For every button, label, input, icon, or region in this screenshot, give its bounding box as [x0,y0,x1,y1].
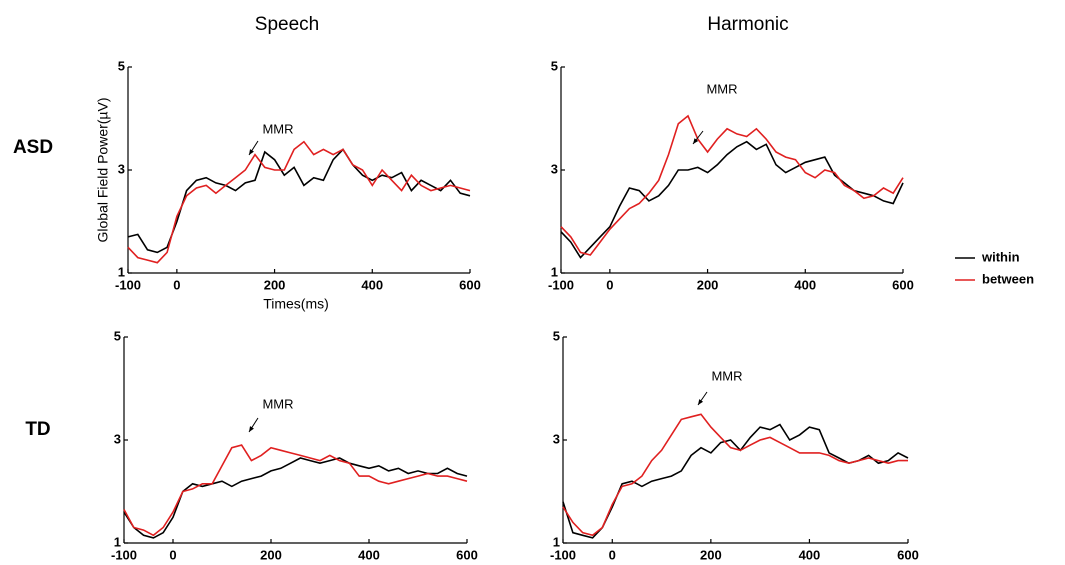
annotation: MMR [711,368,742,383]
annotation: MMR [262,396,293,411]
annotation-arrowhead [249,426,254,432]
x-tick-label: 400 [799,547,821,562]
legend-label: within [981,249,1020,264]
x-tick-label: 400 [794,277,816,292]
y-tick-label: 3 [553,431,560,446]
y-tick-label: 1 [114,534,121,549]
y-tick-label: 3 [114,431,121,446]
x-tick-label: 600 [459,277,481,292]
y-tick-label: 1 [553,534,560,549]
x-tick-label: 400 [361,277,383,292]
x-tick-label: 600 [456,547,478,562]
x-tick-label: 200 [260,547,282,562]
data-line [123,444,468,537]
y-tick-label: 5 [551,58,558,73]
x-tick-label: -100 [550,547,576,562]
annotation: MMR [706,81,737,96]
x-tick-label: 0 [609,547,616,562]
annotation: MMR [262,121,293,136]
data-line [127,148,471,254]
row-label: ASD [13,137,53,158]
row-label: TD [25,419,50,440]
y-tick-label: 3 [118,161,125,176]
annotation-arrowhead [693,138,699,144]
legend-label: between [982,271,1034,286]
x-tick-label: 200 [700,547,722,562]
x-tick-label: 200 [697,277,719,292]
x-tick-label: 0 [169,547,176,562]
x-tick-label: -100 [111,547,137,562]
y-tick-label: 5 [118,58,125,73]
x-tick-label: -100 [548,277,574,292]
annotation-arrowhead [249,149,254,155]
data-line [562,423,909,539]
y-tick-label: 3 [551,161,558,176]
data-line [127,140,471,264]
y-tick-label: 5 [114,328,121,343]
data-line [560,140,904,259]
x-tick-label: 0 [173,277,180,292]
y-axis-label: Global Field Power(µV) [95,97,111,242]
data-line [562,413,908,537]
data-line [560,114,904,256]
annotation-arrowhead [698,399,704,405]
x-tick-label: 400 [358,547,380,562]
x-tick-label: 600 [897,547,919,562]
x-tick-label: 600 [892,277,914,292]
y-tick-label: 1 [118,264,125,279]
x-tick-label: 200 [264,277,286,292]
x-tick-label: -100 [115,277,141,292]
column-title: Harmonic [707,14,788,35]
column-title: Speech [255,14,319,35]
y-tick-label: 1 [551,264,558,279]
data-line [123,457,468,539]
x-tick-label: 0 [606,277,613,292]
x-axis-label: Times(ms) [263,296,329,312]
y-tick-label: 5 [553,328,560,343]
